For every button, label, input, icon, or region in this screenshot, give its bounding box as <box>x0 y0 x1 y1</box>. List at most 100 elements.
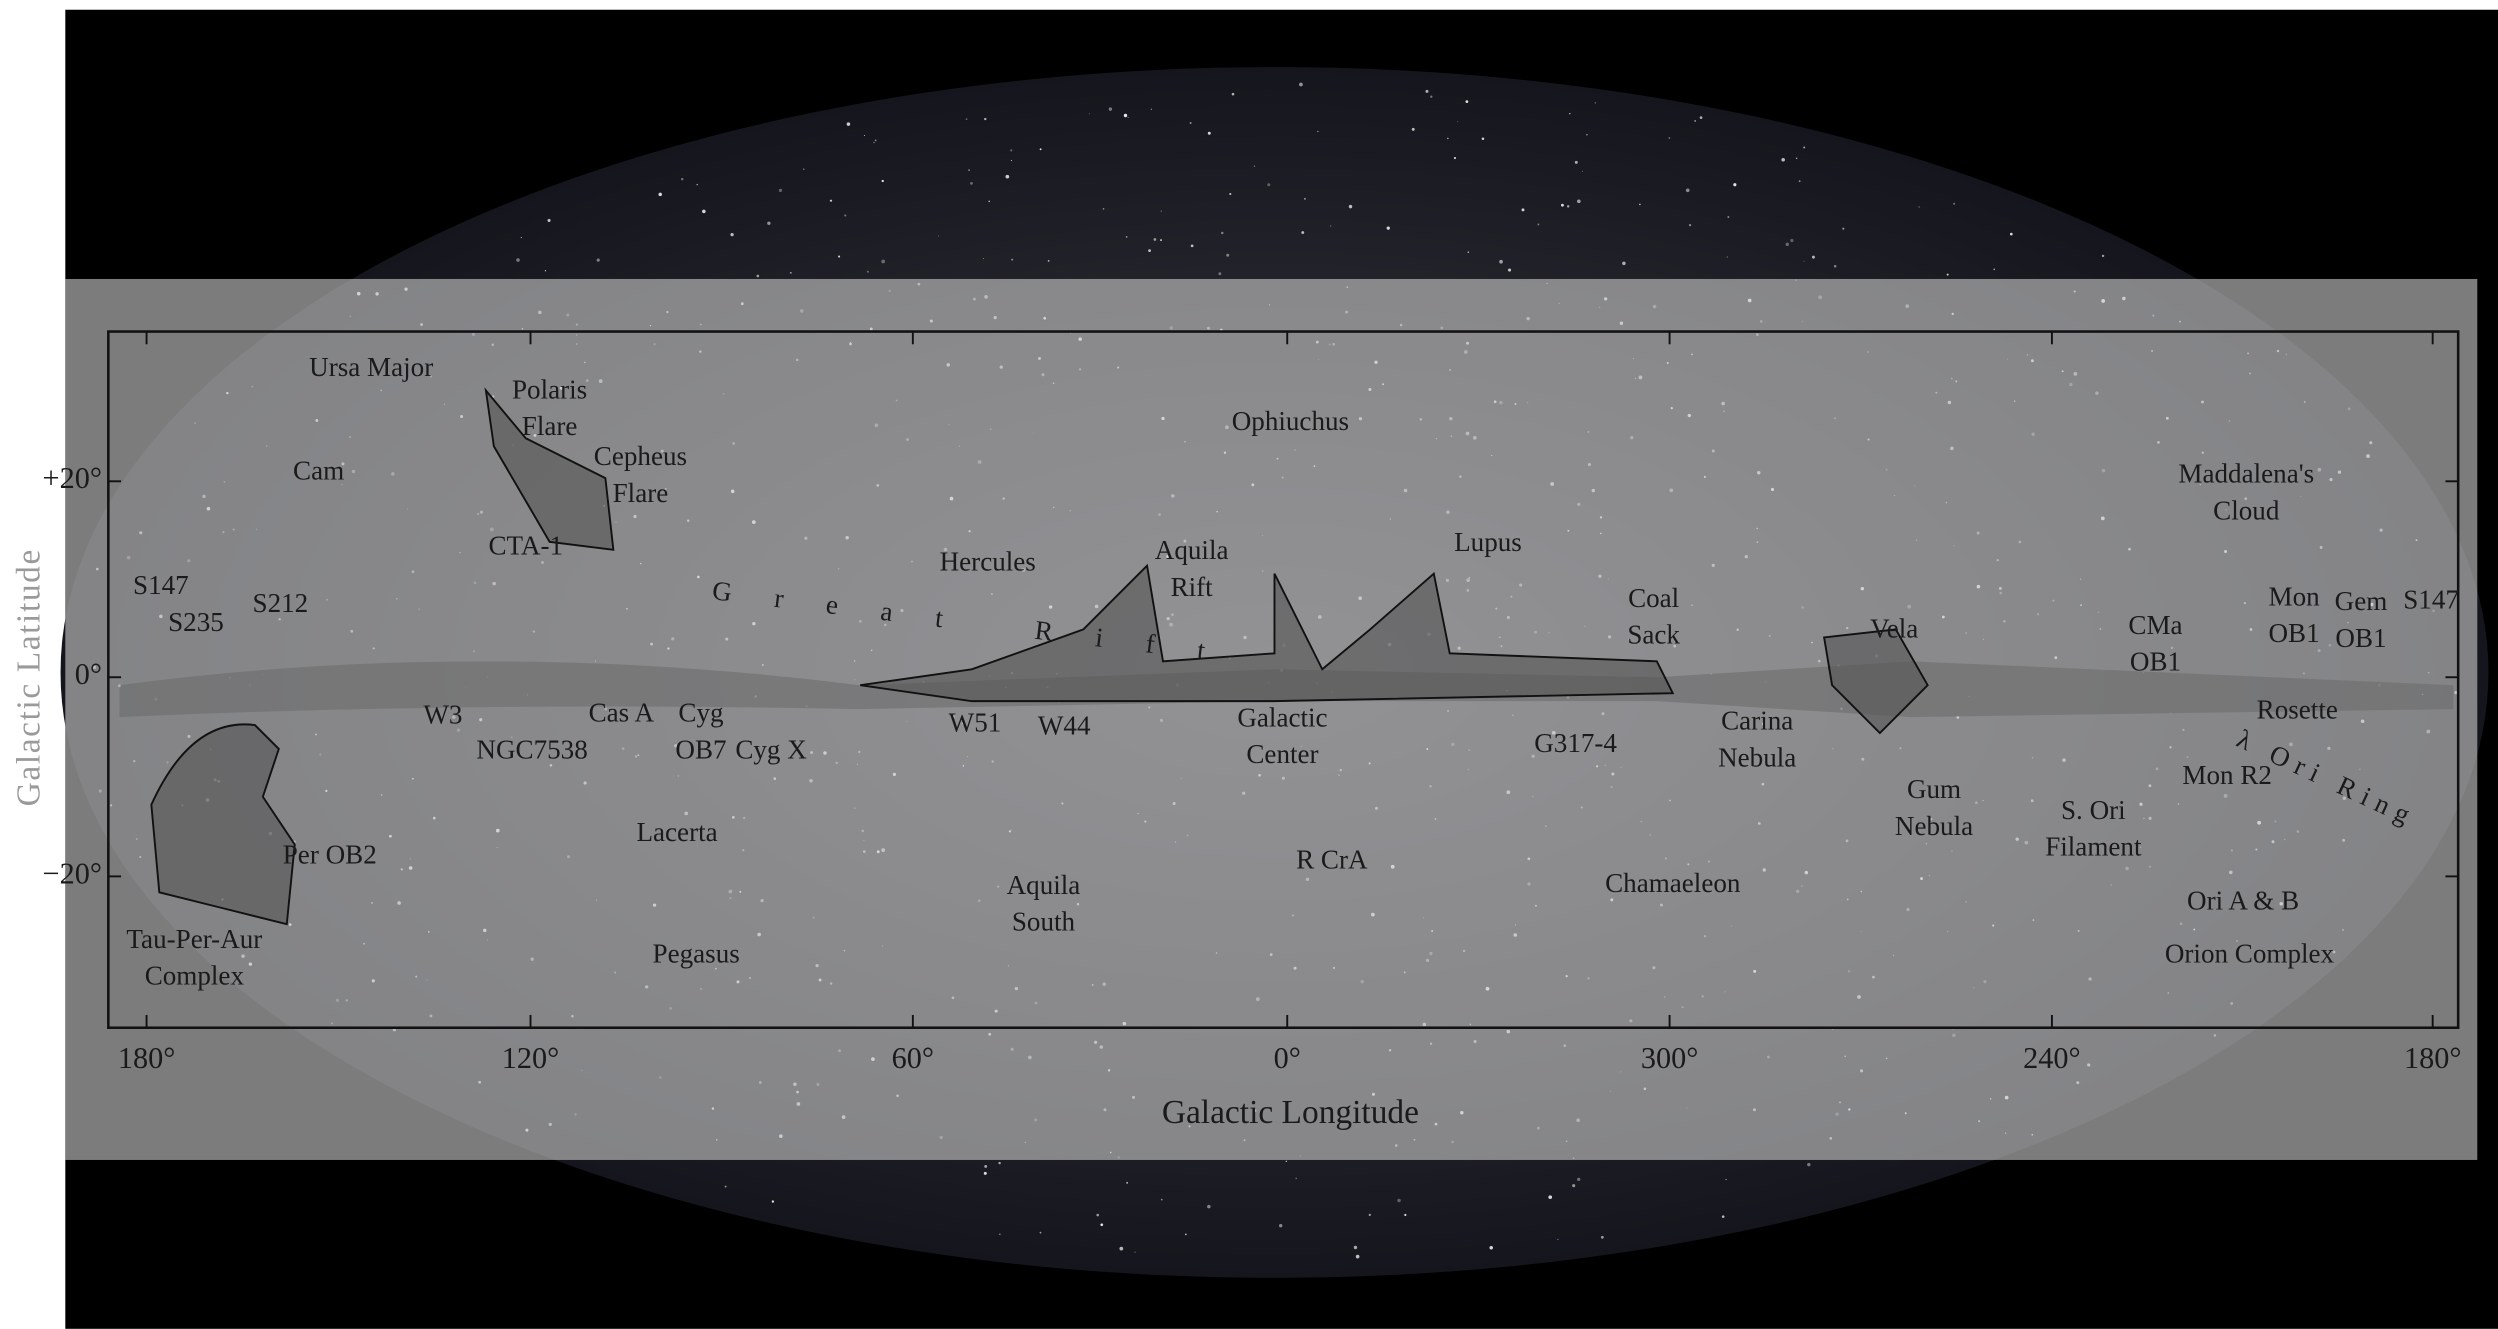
star <box>2101 254 2105 258</box>
star <box>846 122 851 126</box>
star <box>1047 259 1050 262</box>
star <box>1727 216 1730 219</box>
region-label: Mon R2 <box>2182 760 2272 790</box>
star <box>1803 260 1805 262</box>
star <box>730 233 734 237</box>
star <box>1993 268 1996 271</box>
star <box>1457 120 1459 122</box>
y-tick-label: 0° <box>75 657 102 691</box>
star <box>866 270 869 273</box>
star <box>983 1171 987 1175</box>
region-label: Hercules <box>940 546 1036 576</box>
star <box>1411 127 1415 131</box>
region-label: Gum <box>1907 774 1961 804</box>
x-tick-label: 0° <box>1274 1041 1301 1075</box>
region-label: Per OB2 <box>283 839 377 869</box>
star <box>1733 183 1737 187</box>
cloud-contour <box>484 387 615 551</box>
star <box>1576 199 1581 204</box>
star <box>1226 253 1230 257</box>
star <box>1688 224 1692 227</box>
star <box>1639 203 1641 206</box>
star <box>838 255 841 258</box>
star <box>1150 108 1152 110</box>
star <box>1803 146 1806 149</box>
star <box>1577 1177 1581 1182</box>
star <box>1465 100 1469 103</box>
region-label: Ori A & B <box>2187 886 2299 916</box>
star <box>1481 137 1485 140</box>
region-label: NGC7538 <box>476 734 587 764</box>
star <box>1285 1160 1287 1163</box>
star <box>1160 1198 1163 1201</box>
star <box>1807 1162 1811 1167</box>
star <box>1918 206 1920 208</box>
star <box>789 271 792 274</box>
star <box>1353 1245 1358 1250</box>
region-label: Cam <box>293 456 344 486</box>
region-label: South <box>1012 906 1076 936</box>
star <box>1207 131 1211 135</box>
region-label: Coal <box>1628 583 1679 613</box>
x-tick-label: 240° <box>2023 1041 2080 1075</box>
star <box>1119 1246 1124 1251</box>
star <box>1190 244 1194 248</box>
star <box>1368 1213 1371 1216</box>
x-tick-label: 300° <box>1641 1041 1698 1075</box>
star <box>724 1185 727 1188</box>
star <box>1153 238 1157 241</box>
star <box>767 221 771 225</box>
star <box>1126 1181 1129 1184</box>
region-label: OB7 <box>675 734 726 764</box>
region-label: Sack <box>1627 620 1680 650</box>
star <box>658 192 663 197</box>
region-label: Filament <box>2045 832 2142 862</box>
star <box>1946 273 1949 276</box>
star <box>1330 225 1332 227</box>
region-label: S147 <box>2403 585 2459 615</box>
star <box>1108 107 1113 111</box>
star <box>1781 157 1785 162</box>
star <box>2009 232 2013 236</box>
region-label: Rosette <box>2257 695 2338 725</box>
cloud-contour <box>150 723 296 926</box>
star <box>1594 102 1596 104</box>
star <box>680 177 684 181</box>
star <box>873 141 875 144</box>
star <box>1953 202 1956 205</box>
region-label: S. Ori <box>2061 795 2126 825</box>
star <box>965 118 968 121</box>
star <box>1123 113 1128 118</box>
star <box>1572 1184 1576 1188</box>
star <box>864 134 866 136</box>
star <box>778 188 783 193</box>
star <box>771 1200 775 1203</box>
star <box>1447 137 1449 140</box>
overlay-panel <box>65 278 2478 1160</box>
star <box>1348 204 1353 209</box>
region-label: W51 <box>949 707 1002 737</box>
region-label: S147 <box>133 570 189 600</box>
region-label: Mon <box>2269 581 2321 611</box>
star <box>1790 238 1794 243</box>
star <box>982 257 984 259</box>
region-label: Ursa Major <box>309 352 433 382</box>
star <box>1184 1233 1187 1236</box>
region-label: Cas A <box>589 698 655 728</box>
star <box>1221 231 1224 235</box>
star <box>1267 183 1271 187</box>
region-label: Nebula <box>1718 742 1796 772</box>
star <box>1521 208 1525 212</box>
star <box>1833 264 1837 268</box>
region-label: Flare <box>613 478 669 508</box>
region-label: Cyg <box>678 698 724 728</box>
region-label: OB1 <box>2269 618 2320 648</box>
star <box>998 1233 1001 1236</box>
star <box>1299 82 1303 87</box>
star <box>1548 1195 1553 1200</box>
region-label: Aquila <box>1007 870 1081 900</box>
region-label: Lacerta <box>636 817 717 847</box>
star <box>1304 198 1306 200</box>
star <box>1386 226 1390 230</box>
